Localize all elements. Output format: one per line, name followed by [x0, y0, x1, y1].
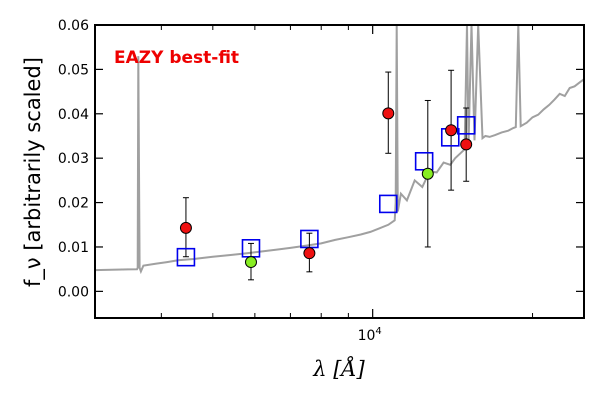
- observed-point-green: [421, 167, 434, 180]
- observed-point-green: [244, 256, 257, 269]
- plot-frame: [94, 24, 585, 319]
- y-axis-ticks: 0.00 0.01 0.02 0.03 0.04 0.05 0.06: [58, 18, 584, 300]
- y-tick-label: 0.03: [58, 151, 89, 167]
- observed-point-red: [382, 107, 395, 120]
- y-tick-label: 0.04: [58, 107, 89, 123]
- y-tick-label: 0.01: [58, 240, 89, 256]
- y-tick-label: 0.00: [58, 284, 89, 300]
- observed-point-red: [303, 247, 316, 260]
- y-tick-label: 0.02: [58, 196, 89, 212]
- model-photometry-box: [176, 247, 196, 267]
- x-tick-label: 104: [358, 326, 382, 344]
- x-axis-label: λ [Å]: [312, 356, 365, 381]
- model-photometry-box: [378, 194, 398, 214]
- model-photometry-box: [456, 116, 476, 135]
- observed-point-red: [460, 138, 473, 151]
- model-photometry-layer: [176, 116, 476, 267]
- observed-point-red: [179, 221, 192, 234]
- model-photometry-box: [414, 151, 434, 171]
- y-axis-label: f_ν [arbitrarily scaled]: [21, 57, 46, 287]
- y-tick-label: 0.05: [58, 62, 89, 78]
- y-tick-label: 0.06: [58, 18, 89, 34]
- observed-point-red: [445, 124, 458, 137]
- observed-photometry-layer: [179, 107, 473, 269]
- annotation-label: EAZY best-fit: [114, 48, 239, 68]
